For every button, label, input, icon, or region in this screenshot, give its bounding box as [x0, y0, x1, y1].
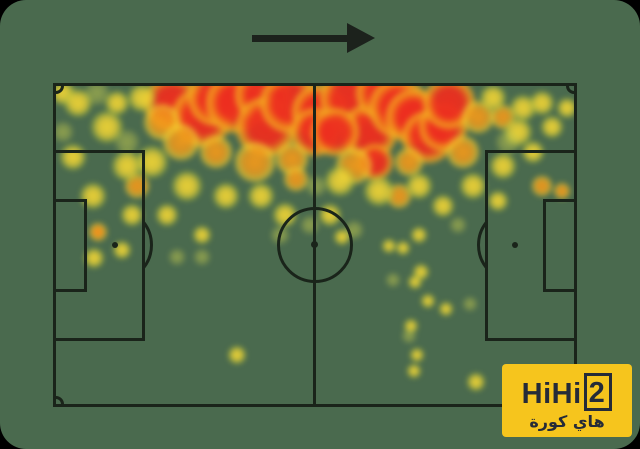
heat-blob	[168, 248, 185, 265]
logo-latin-prefix: HiHi	[521, 377, 582, 410]
heat-blob	[121, 204, 144, 227]
heatmap-layer	[56, 86, 574, 404]
heat-blob	[271, 226, 290, 245]
heat-blob	[89, 223, 108, 242]
heat-blob	[192, 226, 211, 245]
heat-blob	[554, 182, 571, 199]
heat-blob	[273, 203, 298, 228]
heat-blob	[227, 346, 246, 365]
heat-blob	[345, 221, 364, 240]
heat-blob	[310, 108, 359, 157]
logo-arabic-text: هاي كورة	[529, 411, 605, 431]
heat-blob	[135, 145, 168, 178]
heat-blob	[459, 173, 486, 200]
heat-blob	[438, 301, 453, 316]
attack-direction-arrow-icon	[252, 23, 375, 54]
heat-blob	[324, 166, 355, 197]
heat-blob	[480, 86, 507, 111]
heat-blob	[450, 217, 467, 234]
heat-blob	[462, 296, 477, 311]
heat-blob	[364, 175, 395, 206]
heat-blob	[127, 86, 156, 112]
heat-blob	[407, 275, 422, 290]
heat-blob	[532, 176, 553, 197]
logo-latin-text: HiHi 2	[521, 371, 613, 411]
heat-blob	[410, 348, 425, 363]
heat-blob	[306, 176, 327, 197]
heat-blob	[113, 240, 132, 259]
heat-blob	[530, 90, 555, 115]
heat-blob	[401, 329, 416, 344]
heat-blob	[59, 143, 86, 170]
heat-blob	[105, 90, 130, 115]
heat-blob	[521, 140, 544, 163]
heat-blob	[405, 173, 432, 200]
heat-blob	[300, 216, 319, 235]
heat-blob	[114, 129, 139, 154]
heat-blob	[163, 123, 200, 160]
heat-blob	[410, 227, 427, 244]
heat-blob	[171, 171, 202, 202]
heat-blob	[212, 183, 239, 210]
heat-blob	[447, 135, 480, 168]
heat-blob	[84, 247, 105, 268]
heat-blob	[247, 183, 274, 210]
heat-blob	[541, 116, 564, 139]
heat-blob	[490, 153, 517, 180]
heat-blob	[382, 238, 397, 253]
heat-blob	[487, 190, 508, 211]
heat-blob	[386, 273, 401, 288]
arrow-head	[347, 23, 375, 53]
football-pitch	[53, 83, 577, 407]
heat-blob	[467, 373, 486, 392]
heat-blob	[79, 183, 106, 210]
heat-blob	[155, 204, 178, 227]
heat-blob	[394, 147, 423, 176]
heat-blob	[432, 194, 455, 217]
heat-blob	[406, 363, 421, 378]
heat-blob	[495, 129, 520, 154]
hihi2-logo: HiHi 2 هاي كورة	[502, 364, 632, 437]
heat-blob	[200, 135, 233, 168]
heat-blob	[284, 167, 309, 192]
logo-boxed-digit: 2	[583, 372, 613, 411]
arrow-shaft	[252, 35, 348, 42]
heat-blob	[421, 293, 436, 308]
heat-blob	[557, 97, 574, 118]
heat-blob	[56, 122, 73, 143]
heat-blob	[193, 248, 210, 265]
heat-blob	[85, 86, 110, 105]
heat-blob	[396, 240, 411, 255]
heat-blob	[319, 204, 342, 227]
heat-blob	[235, 141, 276, 182]
